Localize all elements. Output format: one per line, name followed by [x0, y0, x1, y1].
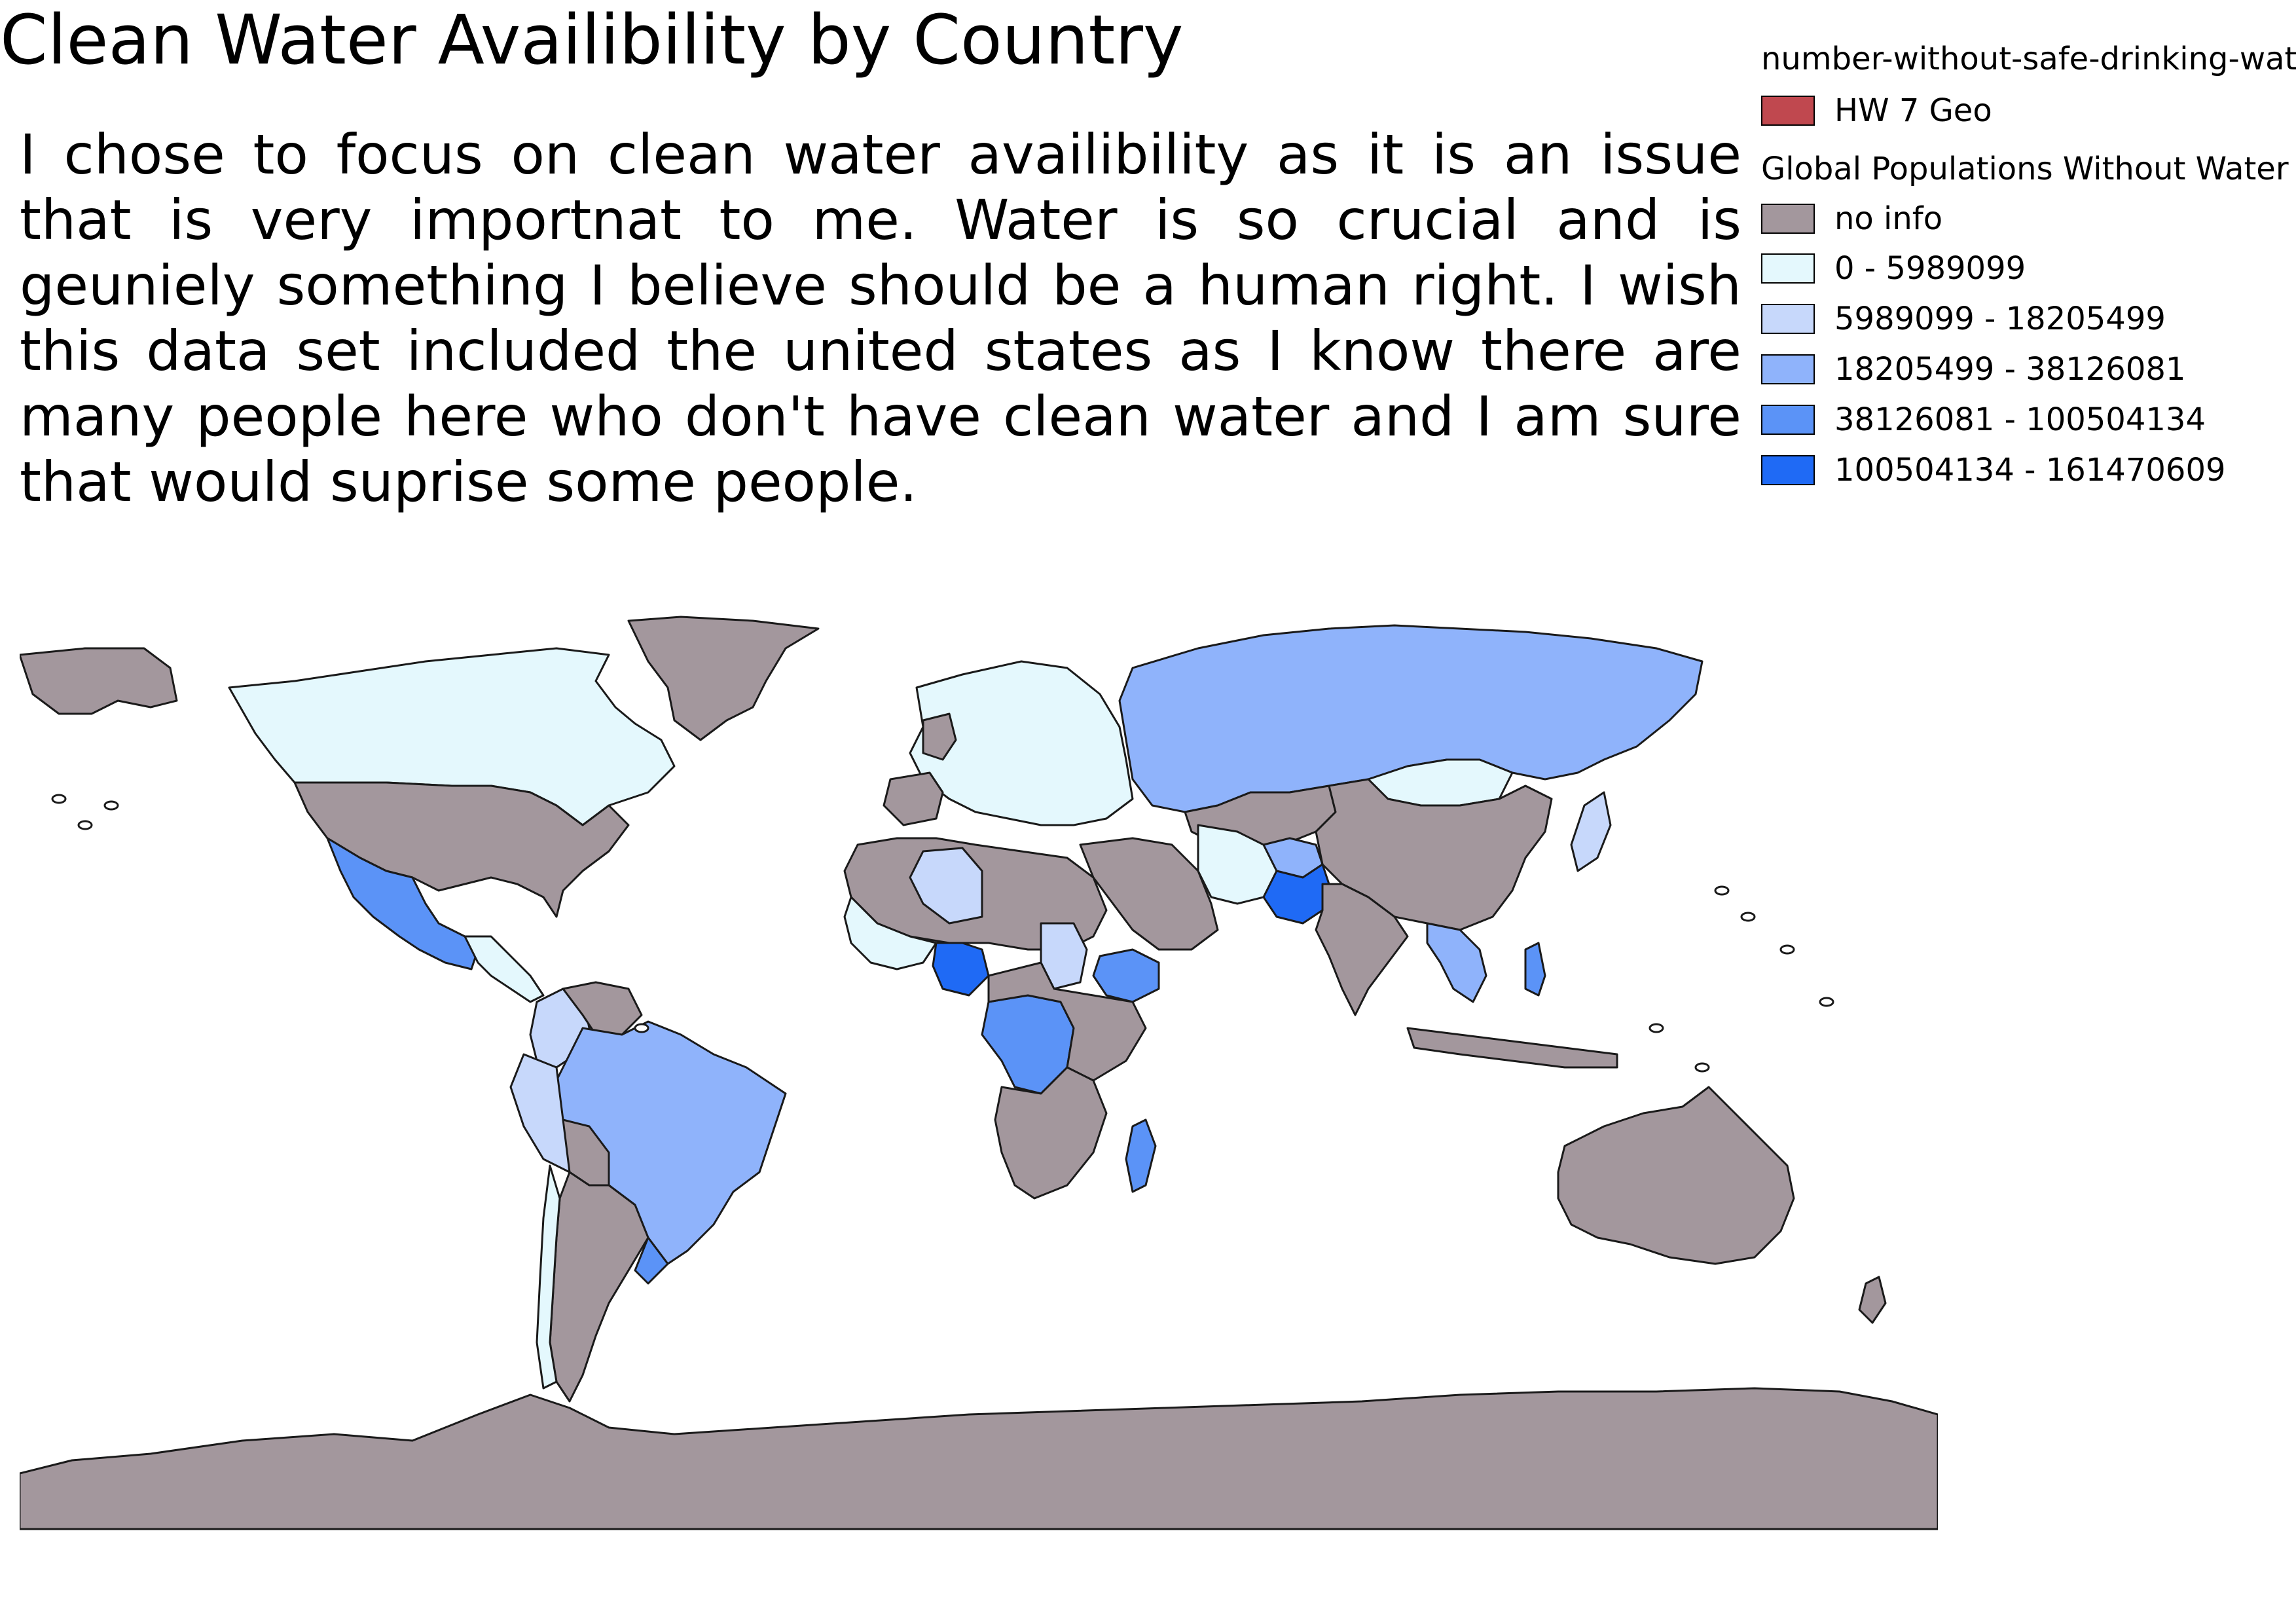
legend-label: 0 - 5989099 [1834, 250, 2026, 287]
island-outline [51, 794, 67, 804]
legend-label: 100504134 - 161470609 [1834, 452, 2226, 489]
description-paragraph: I chose to focus on clean water availibi… [20, 122, 1741, 514]
world-map [20, 609, 1938, 1534]
region-central-africa [987, 961, 1147, 1082]
legend-label: 18205499 - 38126081 [1834, 351, 2186, 388]
island-outline [1714, 885, 1730, 896]
legend-swatch [1761, 96, 1815, 126]
legend-swatch [1761, 204, 1815, 234]
region-antarctica [20, 1387, 1938, 1530]
region-australia [1557, 1086, 1795, 1265]
region-middle-east [1079, 837, 1219, 951]
legend-label: 5989099 - 18205499 [1834, 301, 2166, 337]
region-india [1315, 883, 1409, 1016]
region-nigeria [932, 942, 990, 997]
legend-swatch [1761, 405, 1815, 435]
region-china [1315, 778, 1553, 931]
region-alaska [20, 647, 178, 715]
legend-label: 38126081 - 100504134 [1834, 401, 2206, 438]
region-argentina [549, 1171, 649, 1403]
legend-swatch [1761, 304, 1815, 334]
island-outline [1649, 1023, 1664, 1033]
legend-swatch [1761, 253, 1815, 284]
island-outline [634, 1023, 649, 1033]
region-japan [1570, 791, 1612, 872]
region-southern-africa [994, 1066, 1108, 1200]
legend-swatch [1761, 455, 1815, 485]
map-title: Clean Water Availibility by Country [0, 0, 1184, 80]
legend-swatch [1761, 354, 1815, 384]
world-map-svg [20, 616, 1938, 1530]
region-venezuela [562, 981, 643, 1036]
region-se-asia [1426, 922, 1487, 1003]
island-outline [77, 820, 93, 830]
legend-heading-layer2: Global Populations Without Water [1761, 151, 2289, 187]
region-uk [922, 712, 957, 761]
island-outline [103, 800, 119, 811]
region-uruguay [634, 1236, 669, 1285]
legend-label: HW 7 Geo [1834, 92, 1992, 129]
island-outline [1819, 997, 1834, 1007]
region-west-africa [843, 896, 938, 970]
region-greenland [627, 616, 820, 741]
region-philippines [1524, 942, 1546, 997]
region-ethiopia [1092, 948, 1160, 1003]
legend-label: no info [1834, 200, 1943, 237]
island-outline [1740, 912, 1756, 922]
region-iberia [883, 771, 944, 826]
region-indonesia [1406, 1027, 1618, 1069]
legend-heading-layer1: number-without-safe-drinking-water [1761, 41, 2296, 77]
island-outline [1779, 944, 1795, 955]
region-algeria [909, 847, 983, 925]
region-chile [536, 1164, 561, 1390]
region-central-america [464, 935, 545, 1003]
region-new-zealand [1858, 1276, 1887, 1324]
region-mexico [326, 837, 479, 970]
region-madagascar [1125, 1118, 1157, 1193]
island-outline [1694, 1062, 1710, 1073]
